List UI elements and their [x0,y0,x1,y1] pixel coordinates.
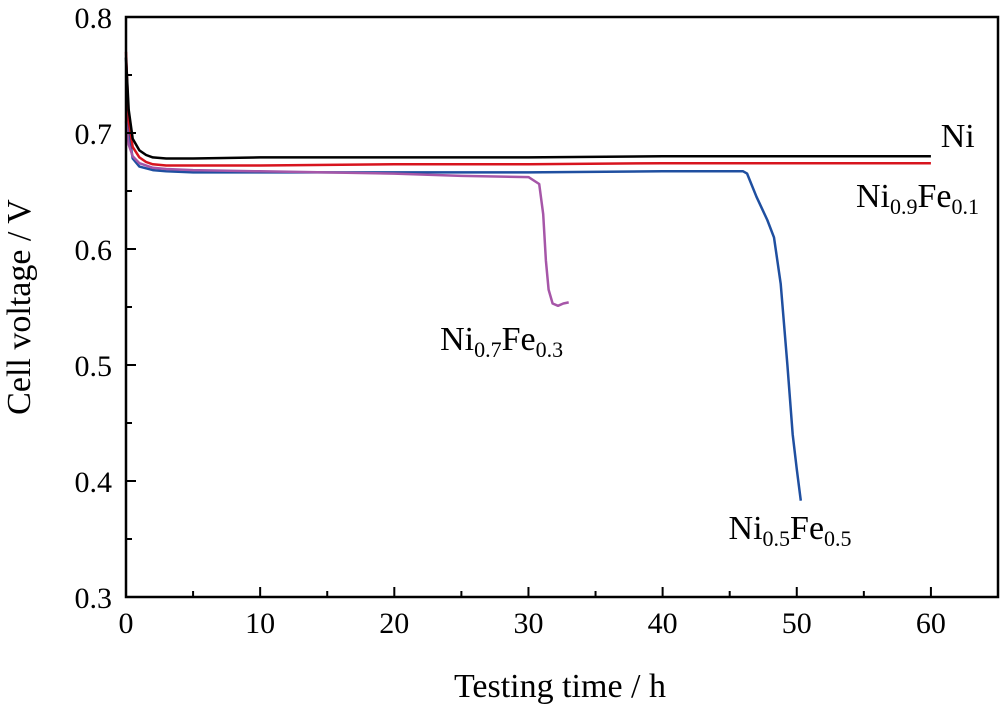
label-text: Fe [790,510,824,547]
y-tick-label: 0.3 [75,582,113,615]
y-tick-label: 0.7 [75,118,113,151]
series-label: Ni0.9Fe0.1 [856,178,979,219]
ticks-layer: 0 10 20 30 40 50 60 0.3 0.4 0.5 0.6 0.7 0.8 [75,2,946,640]
label-subscript: 0.9 [890,194,918,219]
series-line-ni09fe01 [124,51,931,167]
series-label: Ni [941,118,975,155]
label-text: Fe [918,178,952,215]
y-tick-label: 0.8 [75,2,113,35]
y-tick-label: 0.4 [75,466,113,499]
label-text: Ni [856,178,890,215]
label-text: Ni [729,510,763,547]
series-label: Ni0.5Fe0.5 [729,510,852,551]
label-subscript: 0.1 [952,194,980,219]
y-axis-title: Cell voltage / V [1,199,38,415]
x-tick-label: 0 [119,607,134,640]
x-tick-label: 60 [916,607,946,640]
y-tick-label: 0.5 [75,350,113,383]
label-subscript: 0.5 [763,526,791,551]
label-text: Ni [440,321,474,358]
series-label: Ni0.7Fe0.3 [440,321,563,362]
label-subscript: 0.5 [824,526,852,551]
series-layer [124,51,931,501]
y-tick-label: 0.6 [75,234,113,267]
plot-frame [124,15,1000,599]
series-line-ni [124,57,931,160]
x-tick-label: 20 [379,607,409,640]
x-axis-title: Testing time / h [454,668,666,705]
label-text: Fe [502,321,536,358]
label-text: Ni [941,118,975,155]
x-tick-label: 50 [782,607,812,640]
series-line-ni05fe05 [124,57,803,501]
x-tick-label: 10 [245,607,275,640]
label-subscript: 0.7 [474,337,502,362]
x-tick-label: 30 [513,607,543,640]
label-subscript: 0.3 [536,337,564,362]
x-tick-label: 40 [648,607,678,640]
series-line-ni07fe03 [124,121,569,308]
